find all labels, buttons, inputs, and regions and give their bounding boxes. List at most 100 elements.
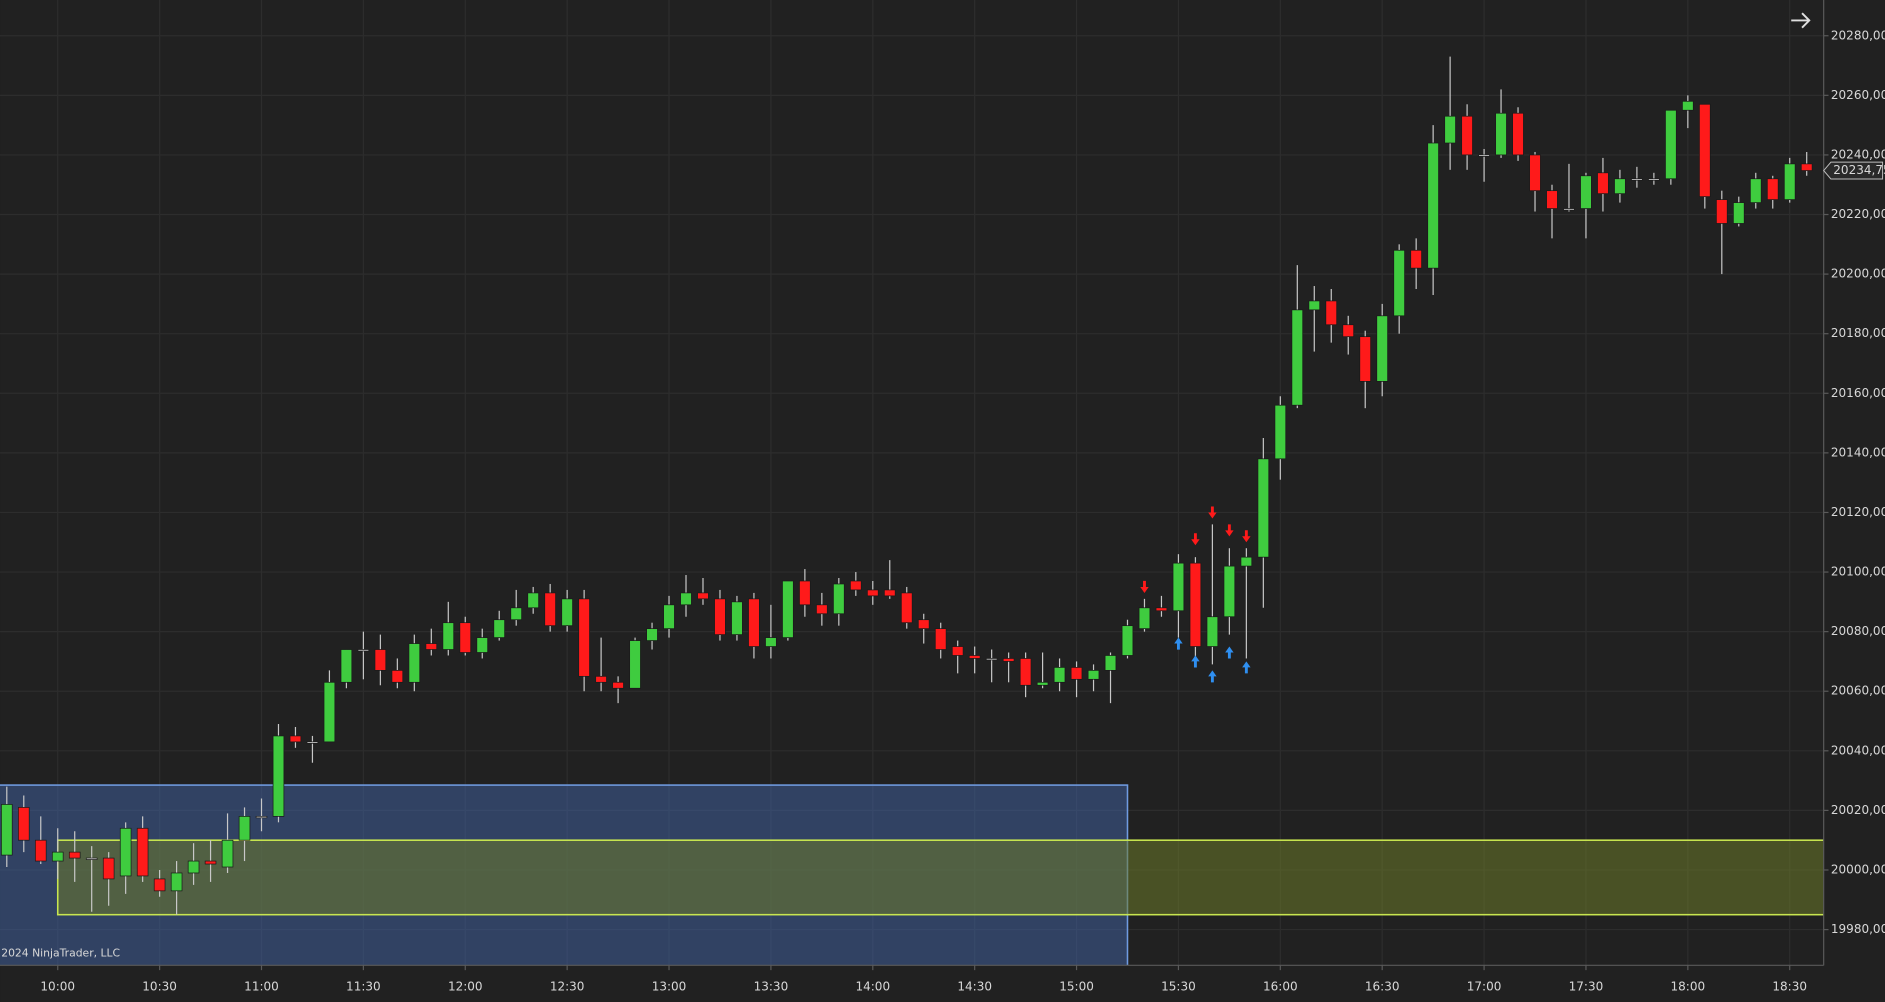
candle-body [1665, 109, 1677, 180]
x-tick-label: 16:00 [1263, 979, 1298, 993]
candle-body [85, 857, 98, 860]
x-tick-label: 18:00 [1671, 979, 1706, 993]
candle-body [1427, 142, 1439, 269]
candle-body [1206, 616, 1219, 647]
candle-body [1019, 658, 1032, 686]
candle-body [459, 622, 472, 653]
candle-body [1138, 607, 1151, 630]
candle-body [612, 681, 624, 689]
candle-body [51, 851, 64, 862]
candle-body [1529, 154, 1541, 192]
y-tick-label: 20240,00 [1831, 147, 1885, 161]
candle-body [1291, 309, 1304, 406]
candle-body [204, 860, 217, 865]
candle-body [527, 592, 539, 609]
candle-body [968, 655, 981, 659]
candle-body [357, 649, 370, 652]
candle-body [1699, 103, 1711, 198]
x-tick-label: 15:30 [1161, 979, 1196, 993]
candle-body [1070, 667, 1083, 680]
y-tick-label: 20060,00 [1831, 684, 1885, 698]
candle-body [493, 619, 505, 638]
candle-body [408, 643, 421, 683]
copyright: 2024 NinjaTrader, LLC [1, 946, 120, 959]
candle-body [1461, 115, 1473, 156]
candle-body [1800, 163, 1813, 171]
candles [1, 56, 1813, 915]
candle-body [934, 628, 947, 650]
candle-body [34, 839, 47, 862]
candle-body [1716, 199, 1728, 224]
candle-body [833, 583, 845, 615]
x-tick-label: 12:30 [550, 979, 585, 993]
signal-arrow [1191, 655, 1200, 668]
y-tick-label: 20080,00 [1831, 624, 1885, 638]
candle-body [1444, 115, 1456, 144]
candle-body [340, 649, 353, 683]
candle-body [1036, 681, 1049, 686]
y-tick-label: 20100,00 [1831, 565, 1885, 579]
candle-body [985, 658, 998, 661]
axes: 19980,00 20000,00 20020,00 20040,00 20060,00… [40, 28, 1885, 993]
y-tick-label: 20200,00 [1831, 267, 1885, 281]
candle-body [1580, 175, 1592, 209]
candle-body [221, 839, 234, 868]
y-tick-label: 20160,00 [1831, 386, 1885, 400]
candle-body [1223, 565, 1236, 618]
candle-body [136, 827, 149, 877]
candle-body [1, 804, 13, 856]
candle-body [1172, 562, 1185, 612]
candle-body [1104, 655, 1117, 671]
candle-body [1393, 249, 1405, 317]
candle-body [561, 598, 573, 627]
candle-body [425, 643, 438, 650]
candle-body [680, 592, 692, 606]
expand-icon[interactable] [1791, 12, 1811, 29]
candle-body [782, 580, 794, 638]
candle-body [1682, 100, 1694, 111]
candle-body [663, 604, 675, 630]
x-tick-label: 18:30 [1772, 979, 1807, 993]
candle-body [1597, 172, 1609, 195]
candle-body [1342, 324, 1355, 338]
candle-body [1512, 112, 1524, 156]
candle-body [289, 735, 302, 743]
candle-body [1155, 607, 1168, 612]
candle-body [1240, 556, 1253, 567]
y-tick-label: 20020,00 [1831, 803, 1885, 817]
y-tick-label: 20220,00 [1831, 207, 1885, 221]
y-tick-label: 19980,00 [1831, 922, 1885, 936]
y-tick-label: 20120,00 [1831, 505, 1885, 519]
candle-body [1749, 178, 1762, 203]
x-tick-label: 12:00 [448, 979, 483, 993]
candle-body [1733, 202, 1745, 224]
candle-body [1495, 112, 1507, 156]
candle-body [951, 646, 964, 656]
candle-body [1546, 190, 1558, 209]
y-tick-label: 20000,00 [1831, 862, 1885, 876]
y-tick-label: 20180,00 [1831, 326, 1885, 340]
candle-body [238, 816, 251, 841]
candle-body [187, 860, 200, 874]
candle-body [1053, 667, 1066, 683]
candle-body [765, 637, 777, 647]
zone [56, 839, 1824, 916]
y-tick-label: 20280,00 [1831, 28, 1885, 42]
candle-body [1359, 336, 1371, 382]
candle-body [442, 622, 455, 650]
x-tick-label: 16:30 [1365, 979, 1400, 993]
candle-body [374, 649, 387, 671]
x-tick-label: 14:00 [855, 979, 890, 993]
candle-body [255, 816, 268, 819]
candle-body [917, 619, 930, 630]
candle-body [1308, 300, 1321, 311]
candle-body [900, 592, 913, 624]
y-tick-label: 20040,00 [1831, 743, 1885, 757]
candle-body [1274, 404, 1287, 460]
candle-body [850, 580, 862, 591]
candle-body [1478, 154, 1490, 157]
candle-body [153, 878, 166, 892]
x-tick-label: 10:30 [142, 979, 177, 993]
